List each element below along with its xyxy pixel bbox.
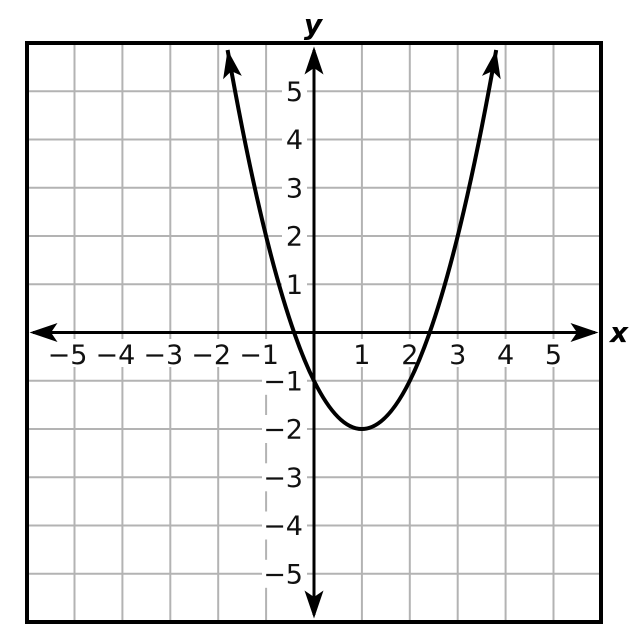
label-mask	[282, 222, 307, 250]
x-tick-label: −3	[143, 340, 183, 371]
label-mask	[540, 339, 567, 367]
label-mask	[492, 339, 519, 367]
y-tick-label: −3	[263, 463, 303, 494]
x-tick-labels: −5 −4 −3 −2 −1 1 2 3 4 5	[48, 340, 563, 371]
label-mask	[45, 339, 90, 367]
label-mask	[189, 339, 234, 367]
y-tick-label: −1	[263, 366, 303, 397]
x-tick-label: −4	[95, 340, 135, 371]
y-tick-labels: 5 4 3 2 1 −1 −2 −3 −4 −5	[263, 77, 303, 590]
x-tick-label: 2	[401, 340, 418, 371]
x-tick-label: −1	[239, 340, 279, 371]
x-axis-label: x	[608, 316, 629, 349]
y-tick-label: −2	[263, 415, 303, 446]
label-mask	[282, 173, 307, 202]
y-tick-label: 1	[286, 270, 303, 301]
y-tick-label: −5	[263, 559, 303, 590]
plot-border	[25, 41, 603, 624]
y-tick-label: 3	[286, 173, 303, 204]
label-mask	[262, 559, 307, 588]
label-mask	[282, 77, 307, 106]
y-axis-label: y	[304, 8, 324, 41]
y-tick-label: 5	[286, 77, 303, 108]
tick-label-masks	[45, 77, 567, 588]
x-tick-label: 4	[497, 340, 514, 371]
label-mask	[237, 339, 282, 367]
label-mask	[282, 125, 307, 154]
y-tick-label: 2	[286, 222, 303, 253]
label-mask	[262, 511, 307, 540]
x-tick-label: 1	[353, 340, 370, 371]
label-mask	[262, 463, 307, 492]
label-mask	[262, 366, 307, 395]
label-mask	[444, 339, 471, 367]
x-tick-label: −2	[191, 340, 231, 371]
parabola-curve	[225, 49, 499, 432]
label-mask	[262, 415, 307, 443]
y-tick-label: −4	[263, 511, 303, 542]
x-tick-label: 3	[449, 340, 466, 371]
label-mask	[141, 339, 186, 367]
y-tick-label: 4	[286, 125, 303, 156]
label-mask	[282, 270, 307, 299]
label-mask	[348, 339, 375, 367]
x-tick-label: −5	[48, 340, 88, 371]
x-tick-label: 5	[545, 340, 562, 371]
label-mask	[93, 339, 138, 367]
